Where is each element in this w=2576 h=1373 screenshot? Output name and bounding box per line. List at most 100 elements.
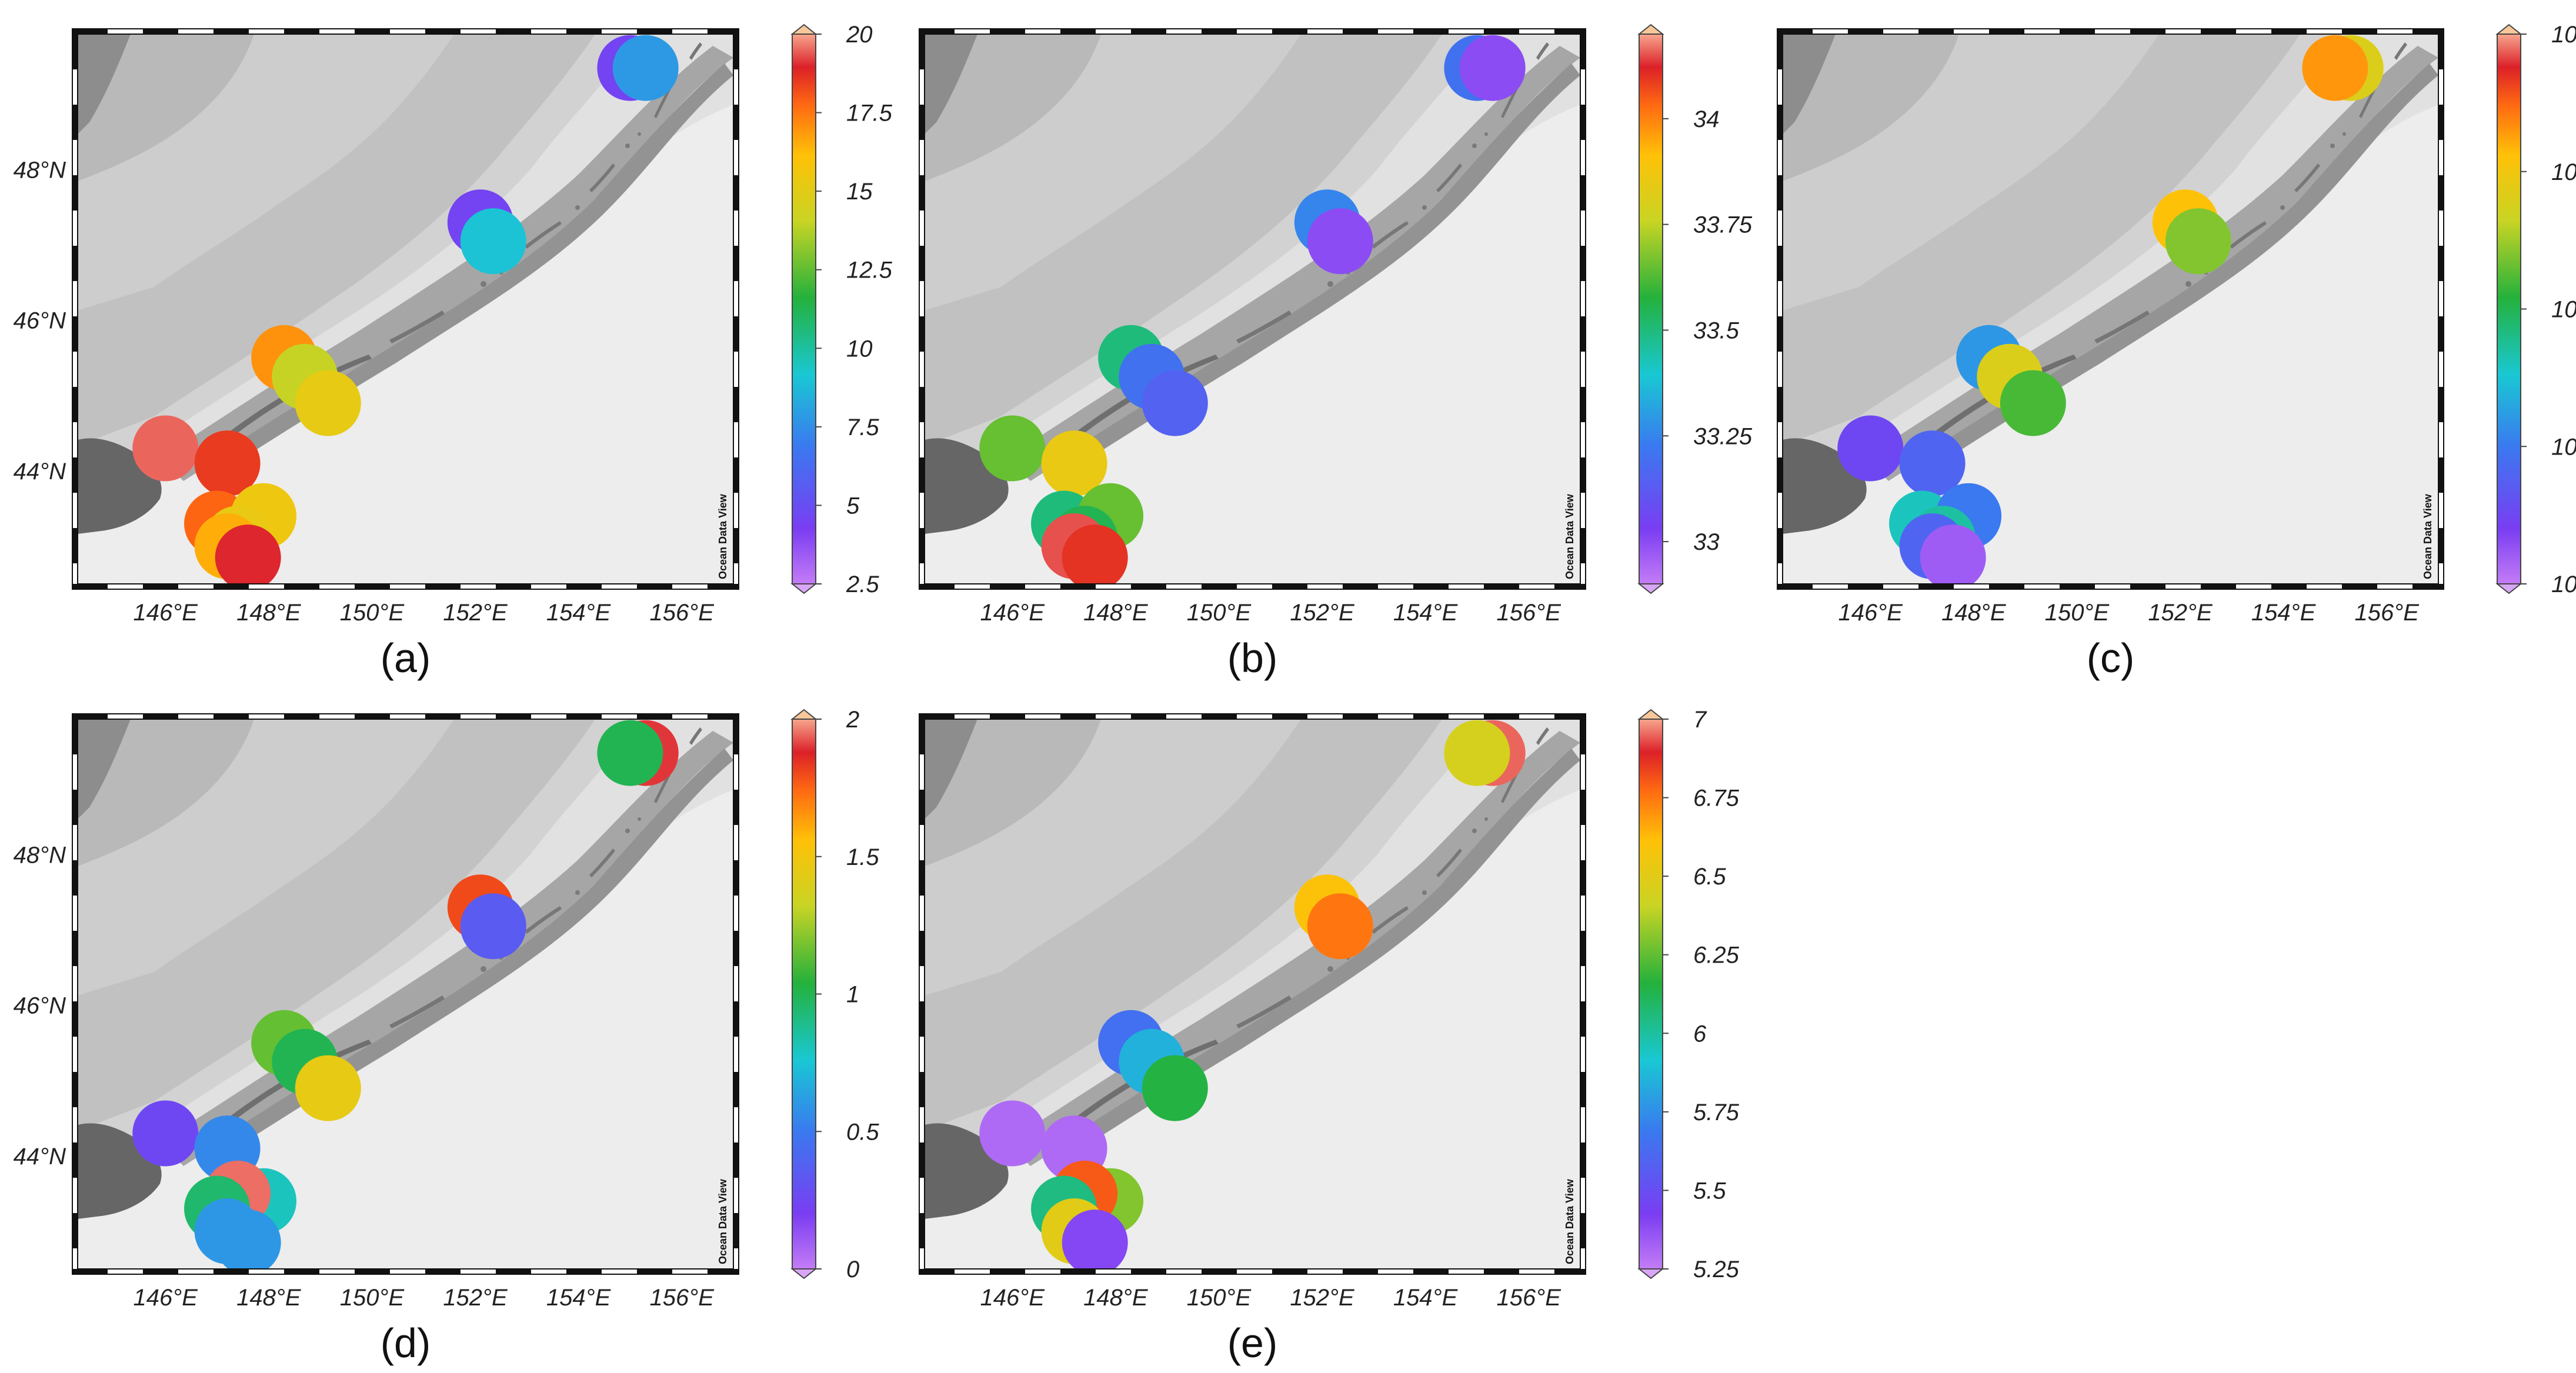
x-tick-label: 146°E — [980, 600, 1046, 626]
colorbar-min-arrow — [790, 583, 817, 594]
colorbar-tick-label: 12.5 — [846, 258, 893, 283]
station-marker — [1041, 430, 1107, 497]
x-tick-label: 156°E — [649, 600, 715, 626]
x-tick-label: 146°E — [134, 600, 199, 626]
x-tick-label: 148°E — [236, 1285, 302, 1311]
x-tick-label: 154°E — [546, 600, 612, 626]
colorbar-tick-label: 6.75 — [1693, 786, 1740, 811]
colorbar-tick-label: 10 — [846, 336, 873, 362]
station-marker — [460, 208, 526, 275]
y-tick-label: 48°N — [14, 843, 66, 868]
colorbar-tick-label: 33 — [1693, 529, 1720, 555]
colorbar-tick-label: 34 — [1693, 106, 1720, 132]
bathymetry-basemap — [78, 719, 733, 1269]
x-tick-label: 146°E — [980, 1285, 1046, 1311]
colorbar-tick-label: 6.5 — [1693, 864, 1726, 890]
bathymetry-basemap — [78, 34, 733, 584]
x-tick-label: 150°E — [1187, 600, 1252, 626]
station-marker — [132, 1100, 199, 1167]
colorbar-max-arrow — [2495, 24, 2522, 35]
x-tick-label: 152°E — [1290, 1285, 1355, 1311]
colorbar-tick-label: 1027 — [2551, 22, 2576, 48]
x-tick-label: 154°E — [1393, 600, 1459, 626]
colorbar: 2.5 5 7.5 10 12.5 15 17.5 20 — [790, 22, 893, 597]
x-tick-label: 156°E — [2354, 600, 2420, 626]
colorbar-max-arrow — [1637, 709, 1664, 720]
colorbar-gradient — [2497, 34, 2521, 584]
colorbar-tick-label: 0 — [846, 1257, 859, 1282]
colorbar-tick-label: 1026 — [2551, 159, 2576, 185]
y-tick-label: 44°N — [14, 459, 66, 485]
colorbar-min-arrow — [790, 1268, 817, 1280]
x-tick-label: 146°E — [1838, 600, 1904, 626]
colorbar-tick-label: 5.25 — [1693, 1257, 1740, 1282]
odv-credit: Ocean Data View — [717, 493, 729, 579]
x-tick-label: 148°E — [1083, 1285, 1149, 1311]
colorbar-tick-label: 33.25 — [1693, 423, 1753, 449]
colorbar-tick-label: 2.5 — [846, 572, 879, 597]
colorbar-tick-label: 15 — [846, 179, 873, 205]
station-marker — [1142, 1055, 1208, 1121]
colorbar-tick-label: 17.5 — [846, 101, 893, 126]
map-panel-4: 146°E 148°E 150°E 152°E 154°E 156°E 44°N 46°N 48… — [14, 707, 880, 1366]
x-tick-label: 156°E — [649, 1285, 715, 1311]
colorbar-max-arrow — [790, 709, 817, 720]
x-tick-label: 150°E — [2045, 600, 2110, 626]
station-marker — [460, 893, 526, 960]
odv-credit: Ocean Data View — [717, 1178, 729, 1264]
colorbar-tick-label: 7.5 — [846, 415, 879, 440]
panel-label: (a) — [381, 635, 431, 681]
panel-label: (d) — [381, 1320, 431, 1366]
colorbar-tick-label: 5.75 — [1693, 1100, 1740, 1125]
station-marker — [1142, 370, 1208, 436]
station-marker — [612, 35, 679, 101]
map-panel-3: 146°E 148°E 150°E 152°E 154°E 156°E Ocean Data… — [1777, 22, 2576, 681]
station-marker — [2165, 208, 2231, 275]
colorbar-tick-label: 1 — [846, 982, 859, 1008]
station-marker — [979, 415, 1046, 482]
x-tick-label: 154°E — [1393, 1285, 1459, 1311]
odv-credit: Ocean Data View — [1564, 1178, 1576, 1264]
x-tick-label: 152°E — [1290, 600, 1355, 626]
colorbar: 33 33.25 33.5 33.75 34 — [1637, 24, 1753, 594]
x-tick-label: 148°E — [236, 600, 302, 626]
colorbar-tick-label: 33.75 — [1693, 212, 1753, 238]
colorbar-tick-label: 6 — [1693, 1021, 1707, 1047]
bathymetry-basemap — [925, 34, 1580, 584]
x-tick-label: 156°E — [1496, 600, 1561, 626]
odv-credit: Ocean Data View — [1564, 493, 1576, 579]
colorbar-tick-label: 1.5 — [846, 844, 879, 870]
map-panel-2: 146°E 148°E 150°E 152°E 154°E 156°E Ocean Data… — [919, 24, 1753, 681]
station-marker — [194, 430, 261, 497]
colorbar-tick-label: 1024 — [2551, 434, 2576, 460]
y-tick-label: 48°N — [14, 158, 66, 183]
station-marker — [1307, 208, 1373, 275]
station-marker — [2000, 370, 2066, 436]
colorbar: 1023 1024 1025 1026 1027 — [2495, 22, 2576, 597]
colorbar-gradient — [792, 719, 816, 1270]
x-tick-label: 152°E — [2148, 600, 2213, 626]
colorbar-tick-label: 1025 — [2551, 297, 2576, 323]
colorbar-tick-label: 7 — [1693, 707, 1707, 733]
colorbar-max-arrow — [790, 24, 817, 35]
x-tick-label: 154°E — [2251, 600, 2317, 626]
colorbar-min-arrow — [2495, 583, 2522, 594]
colorbar-gradient — [792, 34, 816, 584]
station-marker — [1307, 893, 1373, 960]
station-marker — [295, 370, 361, 436]
station-marker — [215, 1210, 281, 1269]
y-tick-label: 44°N — [14, 1144, 66, 1170]
x-tick-label: 150°E — [340, 1285, 405, 1311]
y-tick-label: 46°N — [14, 308, 66, 334]
bathymetry-basemap — [1783, 34, 2438, 584]
station-marker — [1444, 720, 1510, 786]
odv-credit: Ocean Data View — [2422, 493, 2434, 579]
x-tick-label: 152°E — [443, 1285, 508, 1311]
colorbar-tick-label: 1023 — [2551, 572, 2576, 597]
x-tick-label: 150°E — [1187, 1285, 1252, 1311]
colorbar-max-arrow — [1637, 24, 1664, 35]
colorbar-min-arrow — [1637, 583, 1664, 594]
colorbar-gradient — [1639, 34, 1663, 584]
colorbar-gradient — [1639, 719, 1663, 1270]
panels-root: 146°E 148°E 150°E 152°E 154°E 156°E 44°N 46°N 48… — [14, 22, 2576, 1366]
